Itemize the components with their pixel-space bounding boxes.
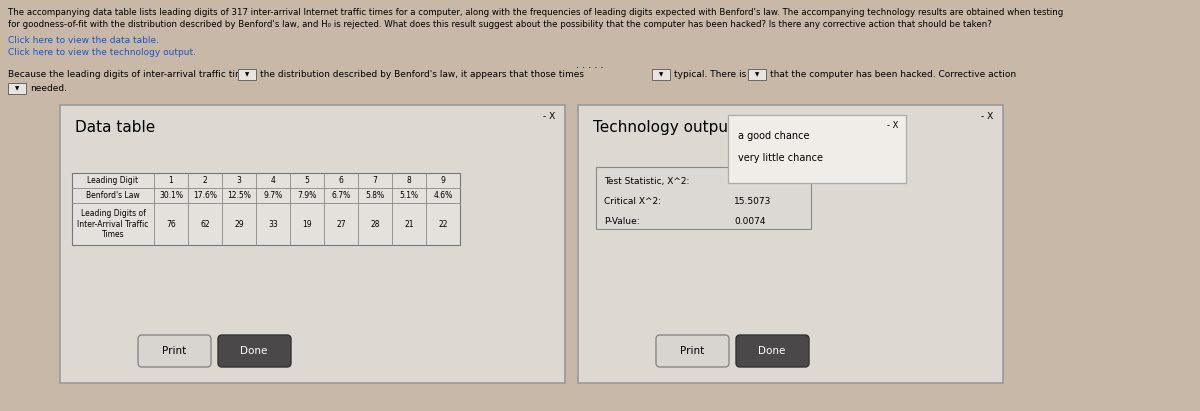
Text: 21: 21 [404,219,414,229]
Text: Because the leading digits of inter-arrival traffic times: Because the leading digits of inter-arri… [8,70,254,79]
Text: Data table: Data table [74,120,155,135]
Text: 30.1%: 30.1% [158,191,182,200]
Text: 5.8%: 5.8% [366,191,384,200]
Text: 1: 1 [169,176,173,185]
Text: typical. There is: typical. There is [674,70,746,79]
Text: 9.7%: 9.7% [263,191,283,200]
Text: for goodness-of-fit with the distribution described by Benford's law, and H₀ is : for goodness-of-fit with the distributio… [8,20,991,29]
Text: Technology output: Technology output [593,120,734,135]
Text: that the computer has been hacked. Corrective action: that the computer has been hacked. Corre… [770,70,1016,79]
Text: Done: Done [240,346,268,356]
Text: 62: 62 [200,219,210,229]
Text: 7: 7 [372,176,378,185]
Bar [728,115,906,183]
Text: 17.6%: 17.6% [193,191,217,200]
Text: Leading Digits of
Inter-Arrival Traffic
Times: Leading Digits of Inter-Arrival Traffic … [77,209,149,239]
Text: Test Statistic, X^2:: Test Statistic, X^2: [604,177,689,186]
Text: 33: 33 [268,219,278,229]
Text: Click here to view the data table.: Click here to view the data table. [8,36,158,45]
FancyBboxPatch shape [656,335,730,367]
FancyBboxPatch shape [736,335,809,367]
Text: - X: - X [980,112,994,121]
Bar [748,69,766,80]
Text: the distribution described by Benford's law, it appears that those times: the distribution described by Benford's … [260,70,584,79]
Text: Print: Print [162,346,186,356]
Text: 6.7%: 6.7% [331,191,350,200]
Text: Leading Digit: Leading Digit [88,176,138,185]
Text: ▼: ▼ [659,72,664,78]
Text: 12.5%: 12.5% [227,191,251,200]
Text: - X: - X [887,121,898,130]
Text: 15.5073: 15.5073 [734,197,772,206]
Text: ▼: ▼ [245,72,250,78]
Text: P-Value:: P-Value: [604,217,640,226]
Text: 27: 27 [336,219,346,229]
Text: 9: 9 [440,176,445,185]
Text: 29: 29 [234,219,244,229]
Bar [72,173,460,245]
Text: 5: 5 [305,176,310,185]
Bar [8,83,26,94]
Text: Critical X^2:: Critical X^2: [604,197,661,206]
Bar [652,69,670,80]
Text: - X: - X [542,112,554,121]
Text: ▼: ▼ [755,72,760,78]
Text: Benford's Law: Benford's Law [86,191,140,200]
Text: 28: 28 [371,219,379,229]
Text: 5.1%: 5.1% [400,191,419,200]
Bar [238,69,256,80]
Text: The accompanying data table lists leading digits of 317 inter-arrival Internet t: The accompanying data table lists leadin… [8,8,1063,17]
Text: 4.6%: 4.6% [433,191,452,200]
Bar [60,105,565,383]
Text: ▼: ▼ [14,86,19,92]
FancyBboxPatch shape [138,335,211,367]
Text: 0.0074: 0.0074 [734,217,766,226]
Text: very little chance: very little chance [738,153,823,163]
Text: Click here to view the technology output.: Click here to view the technology output… [8,48,196,57]
Text: Done: Done [758,346,786,356]
Text: 19: 19 [302,219,312,229]
Text: 7.9%: 7.9% [298,191,317,200]
Text: 20.9222: 20.9222 [734,177,770,186]
Text: 2: 2 [203,176,208,185]
Text: 76: 76 [166,219,176,229]
Text: Print: Print [680,346,704,356]
Text: 6: 6 [338,176,343,185]
Text: 22: 22 [438,219,448,229]
Text: needed.: needed. [30,84,67,93]
Text: 3: 3 [236,176,241,185]
Bar [596,167,811,229]
Text: . . . . .: . . . . . [576,60,604,70]
Bar [578,105,1003,383]
Text: 8: 8 [407,176,412,185]
FancyBboxPatch shape [218,335,292,367]
Text: 4: 4 [270,176,276,185]
Text: a good chance: a good chance [738,131,810,141]
